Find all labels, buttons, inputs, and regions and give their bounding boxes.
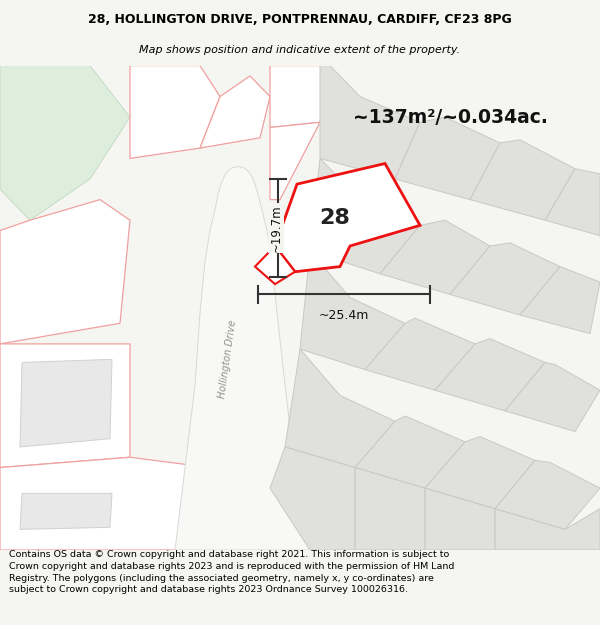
Polygon shape	[255, 246, 295, 284]
Polygon shape	[20, 359, 112, 447]
Text: Contains OS data © Crown copyright and database right 2021. This information is : Contains OS data © Crown copyright and d…	[9, 550, 454, 594]
Text: ~19.7m: ~19.7m	[269, 204, 283, 252]
Polygon shape	[310, 158, 420, 274]
Polygon shape	[130, 66, 220, 158]
Polygon shape	[300, 251, 405, 369]
Polygon shape	[435, 339, 545, 411]
Polygon shape	[0, 199, 130, 344]
Polygon shape	[0, 66, 130, 220]
Polygon shape	[425, 437, 535, 509]
Polygon shape	[200, 76, 270, 148]
Polygon shape	[425, 488, 495, 550]
Text: ~137m²/~0.034ac.: ~137m²/~0.034ac.	[353, 107, 547, 127]
Polygon shape	[495, 461, 600, 529]
Polygon shape	[380, 220, 490, 294]
Polygon shape	[270, 122, 320, 199]
Polygon shape	[495, 509, 600, 550]
Polygon shape	[270, 447, 355, 550]
Text: Hollington Drive: Hollington Drive	[218, 319, 238, 399]
Text: 28: 28	[320, 208, 350, 228]
Polygon shape	[285, 349, 395, 468]
Text: ~25.4m: ~25.4m	[319, 309, 369, 322]
Polygon shape	[20, 493, 112, 529]
Polygon shape	[365, 318, 475, 390]
Polygon shape	[270, 66, 330, 128]
Polygon shape	[470, 140, 575, 220]
Text: Map shows position and indicative extent of the property.: Map shows position and indicative extent…	[139, 44, 461, 54]
Polygon shape	[505, 362, 600, 431]
Polygon shape	[545, 169, 600, 236]
Polygon shape	[520, 267, 600, 334]
Polygon shape	[355, 416, 465, 488]
Polygon shape	[395, 117, 500, 199]
Text: 28, HOLLINGTON DRIVE, PONTPRENNAU, CARDIFF, CF23 8PG: 28, HOLLINGTON DRIVE, PONTPRENNAU, CARDI…	[88, 13, 512, 26]
Polygon shape	[175, 167, 310, 550]
Polygon shape	[320, 66, 420, 179]
Polygon shape	[0, 458, 210, 550]
Polygon shape	[0, 344, 130, 468]
Polygon shape	[355, 468, 425, 550]
Polygon shape	[450, 243, 560, 315]
Polygon shape	[275, 164, 420, 272]
